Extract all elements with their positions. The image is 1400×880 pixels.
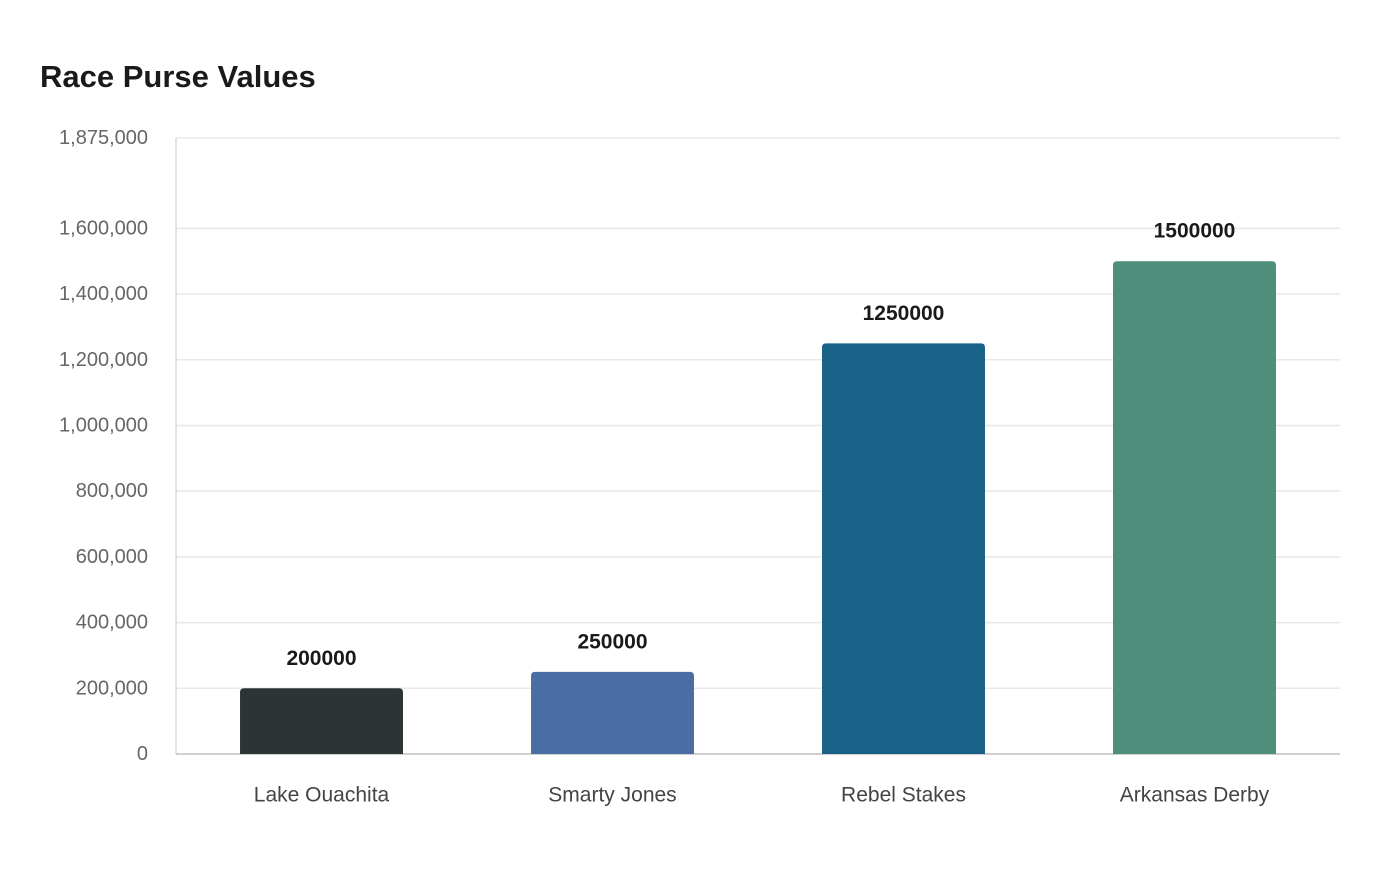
x-tick-label: Lake Ouachita xyxy=(254,784,390,807)
y-axis-tick-labels: 0 200,000 400,000 600,000 800,000 1,000,000 1,… xyxy=(59,127,148,765)
data-label: 200000 xyxy=(286,647,356,670)
y-tick-label: 800,000 xyxy=(76,480,148,502)
bar-lake-ouachita xyxy=(240,688,403,754)
bar-rebel-stakes xyxy=(822,343,985,754)
y-tick-label: 200,000 xyxy=(76,677,148,699)
y-tick-label: 600,000 xyxy=(76,546,148,568)
y-tick-label: 0 xyxy=(137,743,148,765)
y-tick-label: 400,000 xyxy=(76,612,148,634)
bar-smarty-jones xyxy=(531,671,694,754)
x-axis-category-labels: Lake Ouachita Smarty Jones Rebel Stakes Ark… xyxy=(254,784,1270,807)
y-tick-label: 1,600,000 xyxy=(59,217,148,239)
y-tick-label: 1,400,000 xyxy=(59,283,148,305)
y-tick-label: 1,875,000 xyxy=(59,127,148,149)
data-label: 1250000 xyxy=(863,302,945,325)
x-tick-label: Arkansas Derby xyxy=(1120,784,1270,807)
data-labels: 200000 250000 1250000 1500000 xyxy=(286,220,1235,670)
y-tick-label: 1,200,000 xyxy=(59,349,148,371)
y-tick-label: 1,000,000 xyxy=(59,414,148,436)
x-tick-label: Smarty Jones xyxy=(548,784,676,807)
bar-arkansas-derby xyxy=(1113,261,1276,754)
data-label: 250000 xyxy=(577,630,647,653)
bars xyxy=(240,261,1276,754)
chart-title: Race Purse Values xyxy=(40,59,316,94)
data-label: 1500000 xyxy=(1154,220,1236,243)
x-tick-label: Rebel Stakes xyxy=(841,784,966,807)
